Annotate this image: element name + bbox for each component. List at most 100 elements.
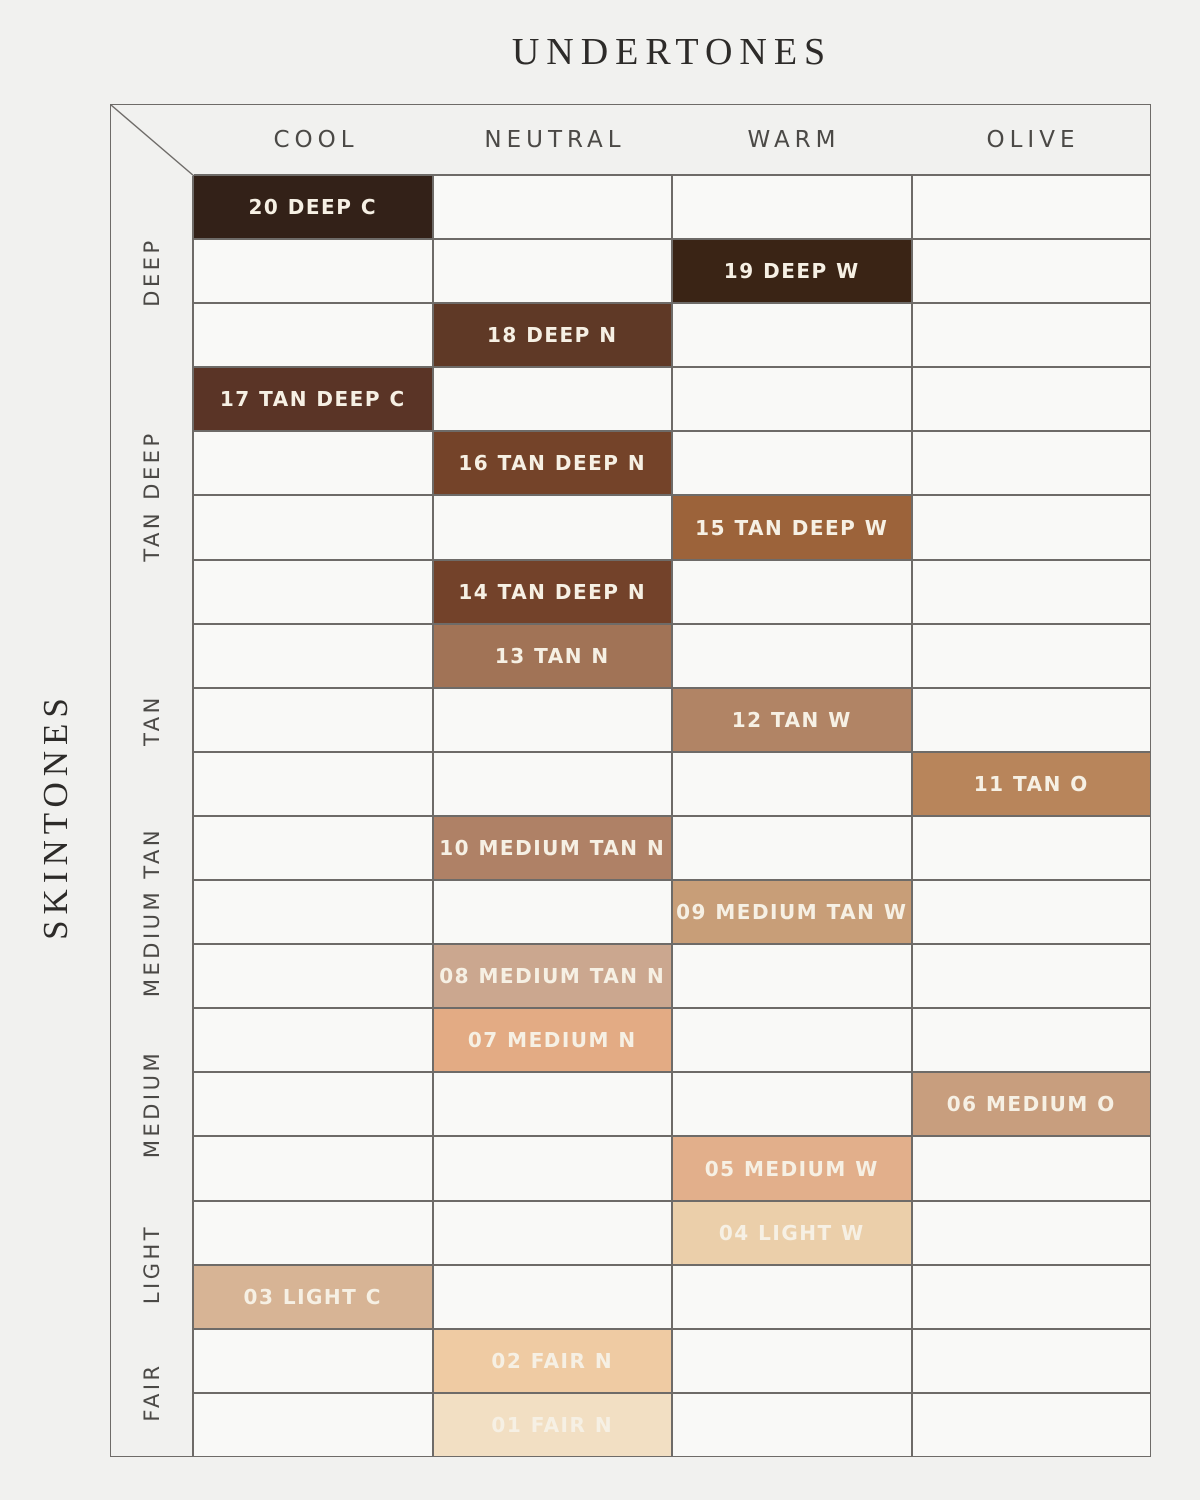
row-group-label: MEDIUM xyxy=(139,1049,164,1159)
empty-cell xyxy=(673,368,911,431)
empty-cell xyxy=(673,752,911,815)
shade-cell-05-medium-w[interactable]: 05 MEDIUM W xyxy=(673,1137,911,1200)
row-group-light: LIGHT xyxy=(111,1200,192,1328)
shade-cell-17-tan-deep-c[interactable]: 17 TAN DEEP C xyxy=(194,368,432,431)
empty-cell xyxy=(673,432,911,495)
empty-cell xyxy=(912,624,1150,687)
empty-cell xyxy=(433,496,671,559)
shade-cell-03-light-c[interactable]: 03 LIGHT C xyxy=(194,1265,432,1328)
row-group-tan: TAN xyxy=(111,624,192,816)
empty-cell xyxy=(194,304,432,367)
empty-cell xyxy=(912,496,1150,559)
skintones-axis-label: SKINTONES xyxy=(36,692,75,940)
empty-cell xyxy=(194,240,432,303)
empty-cell xyxy=(194,688,432,751)
empty-cell xyxy=(194,624,432,687)
column-header-olive: OLIVE xyxy=(986,126,1080,153)
empty-cell xyxy=(912,1201,1150,1264)
row-group-label: DEEP xyxy=(139,237,164,307)
empty-cell xyxy=(912,1393,1150,1456)
empty-cell xyxy=(433,176,671,239)
shade-cell-20-deep-c[interactable]: 20 DEEP C xyxy=(194,176,432,239)
shade-cell-19-deep-w[interactable]: 19 DEEP W xyxy=(673,240,911,303)
empty-cell xyxy=(194,1329,432,1392)
shade-cell-09-medium-tan-w[interactable]: 09 MEDIUM TAN W xyxy=(673,881,911,944)
shade-cell-12-tan-w[interactable]: 12 TAN W xyxy=(673,688,911,751)
empty-cell xyxy=(194,560,432,623)
empty-cell xyxy=(673,560,911,623)
empty-cell xyxy=(912,304,1150,367)
diagonal-line-icon xyxy=(111,105,194,176)
shade-cell-08-medium-tan-n[interactable]: 08 MEDIUM TAN N xyxy=(433,945,671,1008)
row-group-label: LIGHT xyxy=(139,1223,164,1305)
empty-cell xyxy=(912,1265,1150,1328)
row-group-medium-tan: MEDIUM TAN xyxy=(111,816,192,1008)
empty-cell xyxy=(194,432,432,495)
empty-cell xyxy=(912,368,1150,431)
empty-cell xyxy=(433,1265,671,1328)
empty-cell xyxy=(912,1137,1150,1200)
shade-grid: 20 DEEP C 19 DEEP W 18 DEEP N 17 TAN DEEP C… xyxy=(194,176,1150,1456)
shade-cell-16-tan-deep-n[interactable]: 16 TAN DEEP N xyxy=(433,432,671,495)
shade-cell-06-medium-o[interactable]: 06 MEDIUM O xyxy=(912,1073,1150,1136)
empty-cell xyxy=(912,881,1150,944)
empty-cell xyxy=(433,1201,671,1264)
row-group-tan-deep: TAN DEEP xyxy=(111,368,192,624)
shade-matrix-table: COOL NEUTRAL WARM OLIVE DEEP TAN DEEP TAN MEDI… xyxy=(110,104,1151,1457)
empty-cell xyxy=(433,1073,671,1136)
column-header-warm: WARM xyxy=(747,126,841,153)
empty-cell xyxy=(194,1009,432,1072)
empty-cell xyxy=(433,752,671,815)
empty-cell xyxy=(433,688,671,751)
empty-cell xyxy=(912,240,1150,303)
empty-cell xyxy=(194,1201,432,1264)
empty-cell xyxy=(194,1393,432,1456)
shade-cell-02-fair-n[interactable]: 02 FAIR N xyxy=(433,1329,671,1392)
empty-cell xyxy=(673,1329,911,1392)
shade-cell-07-medium-n[interactable]: 07 MEDIUM N xyxy=(433,1009,671,1072)
row-group-medium: MEDIUM xyxy=(111,1008,192,1200)
row-group-fair: FAIR xyxy=(111,1328,192,1456)
shade-cell-14-tan-deep-n[interactable]: 14 TAN DEEP N xyxy=(433,560,671,623)
shade-cell-15-tan-deep-w[interactable]: 15 TAN DEEP W xyxy=(673,496,911,559)
column-header-neutral: NEUTRAL xyxy=(484,126,626,153)
row-group-label: TAN DEEP xyxy=(139,430,164,562)
shade-cell-13-tan-n[interactable]: 13 TAN N xyxy=(433,624,671,687)
empty-cell xyxy=(673,816,911,880)
empty-cell xyxy=(912,432,1150,495)
empty-cell xyxy=(194,1137,432,1200)
empty-cell xyxy=(912,1329,1150,1392)
empty-cell xyxy=(194,496,432,559)
empty-cell xyxy=(912,816,1150,880)
shade-cell-18-deep-n[interactable]: 18 DEEP N xyxy=(433,304,671,367)
empty-cell xyxy=(194,752,432,815)
empty-cell xyxy=(433,368,671,431)
shade-cell-01-fair-n[interactable]: 01 FAIR N xyxy=(433,1393,671,1456)
shade-cell-10-medium-tan-n[interactable]: 10 MEDIUM TAN N xyxy=(433,816,671,880)
corner-diagonal xyxy=(111,105,194,176)
empty-cell xyxy=(194,816,432,880)
empty-cell xyxy=(673,1265,911,1328)
undertones-title: UNDERTONES xyxy=(511,31,833,73)
undertone-header-row: COOL NEUTRAL WARM OLIVE xyxy=(194,105,1150,176)
empty-cell xyxy=(194,881,432,944)
empty-cell xyxy=(433,1137,671,1200)
empty-cell xyxy=(194,945,432,1008)
empty-cell xyxy=(673,304,911,367)
empty-cell xyxy=(673,1393,911,1456)
column-header-cool: COOL xyxy=(273,126,359,153)
empty-cell xyxy=(433,240,671,303)
row-group-label: FAIR xyxy=(139,1362,164,1422)
empty-cell xyxy=(912,945,1150,1008)
empty-cell xyxy=(673,1009,911,1072)
empty-cell xyxy=(912,688,1150,751)
empty-cell xyxy=(673,1073,911,1136)
row-group-label: TAN xyxy=(139,694,164,746)
empty-cell xyxy=(912,176,1150,239)
empty-cell xyxy=(673,945,911,1008)
row-group-deep: DEEP xyxy=(111,176,192,368)
shade-cell-04-light-w[interactable]: 04 LIGHT W xyxy=(673,1201,911,1264)
empty-cell xyxy=(433,881,671,944)
skintone-group-column: DEEP TAN DEEP TAN MEDIUM TAN MEDIUM LIGHT FAIR xyxy=(111,176,194,1456)
shade-cell-11-tan-o[interactable]: 11 TAN O xyxy=(912,752,1150,815)
